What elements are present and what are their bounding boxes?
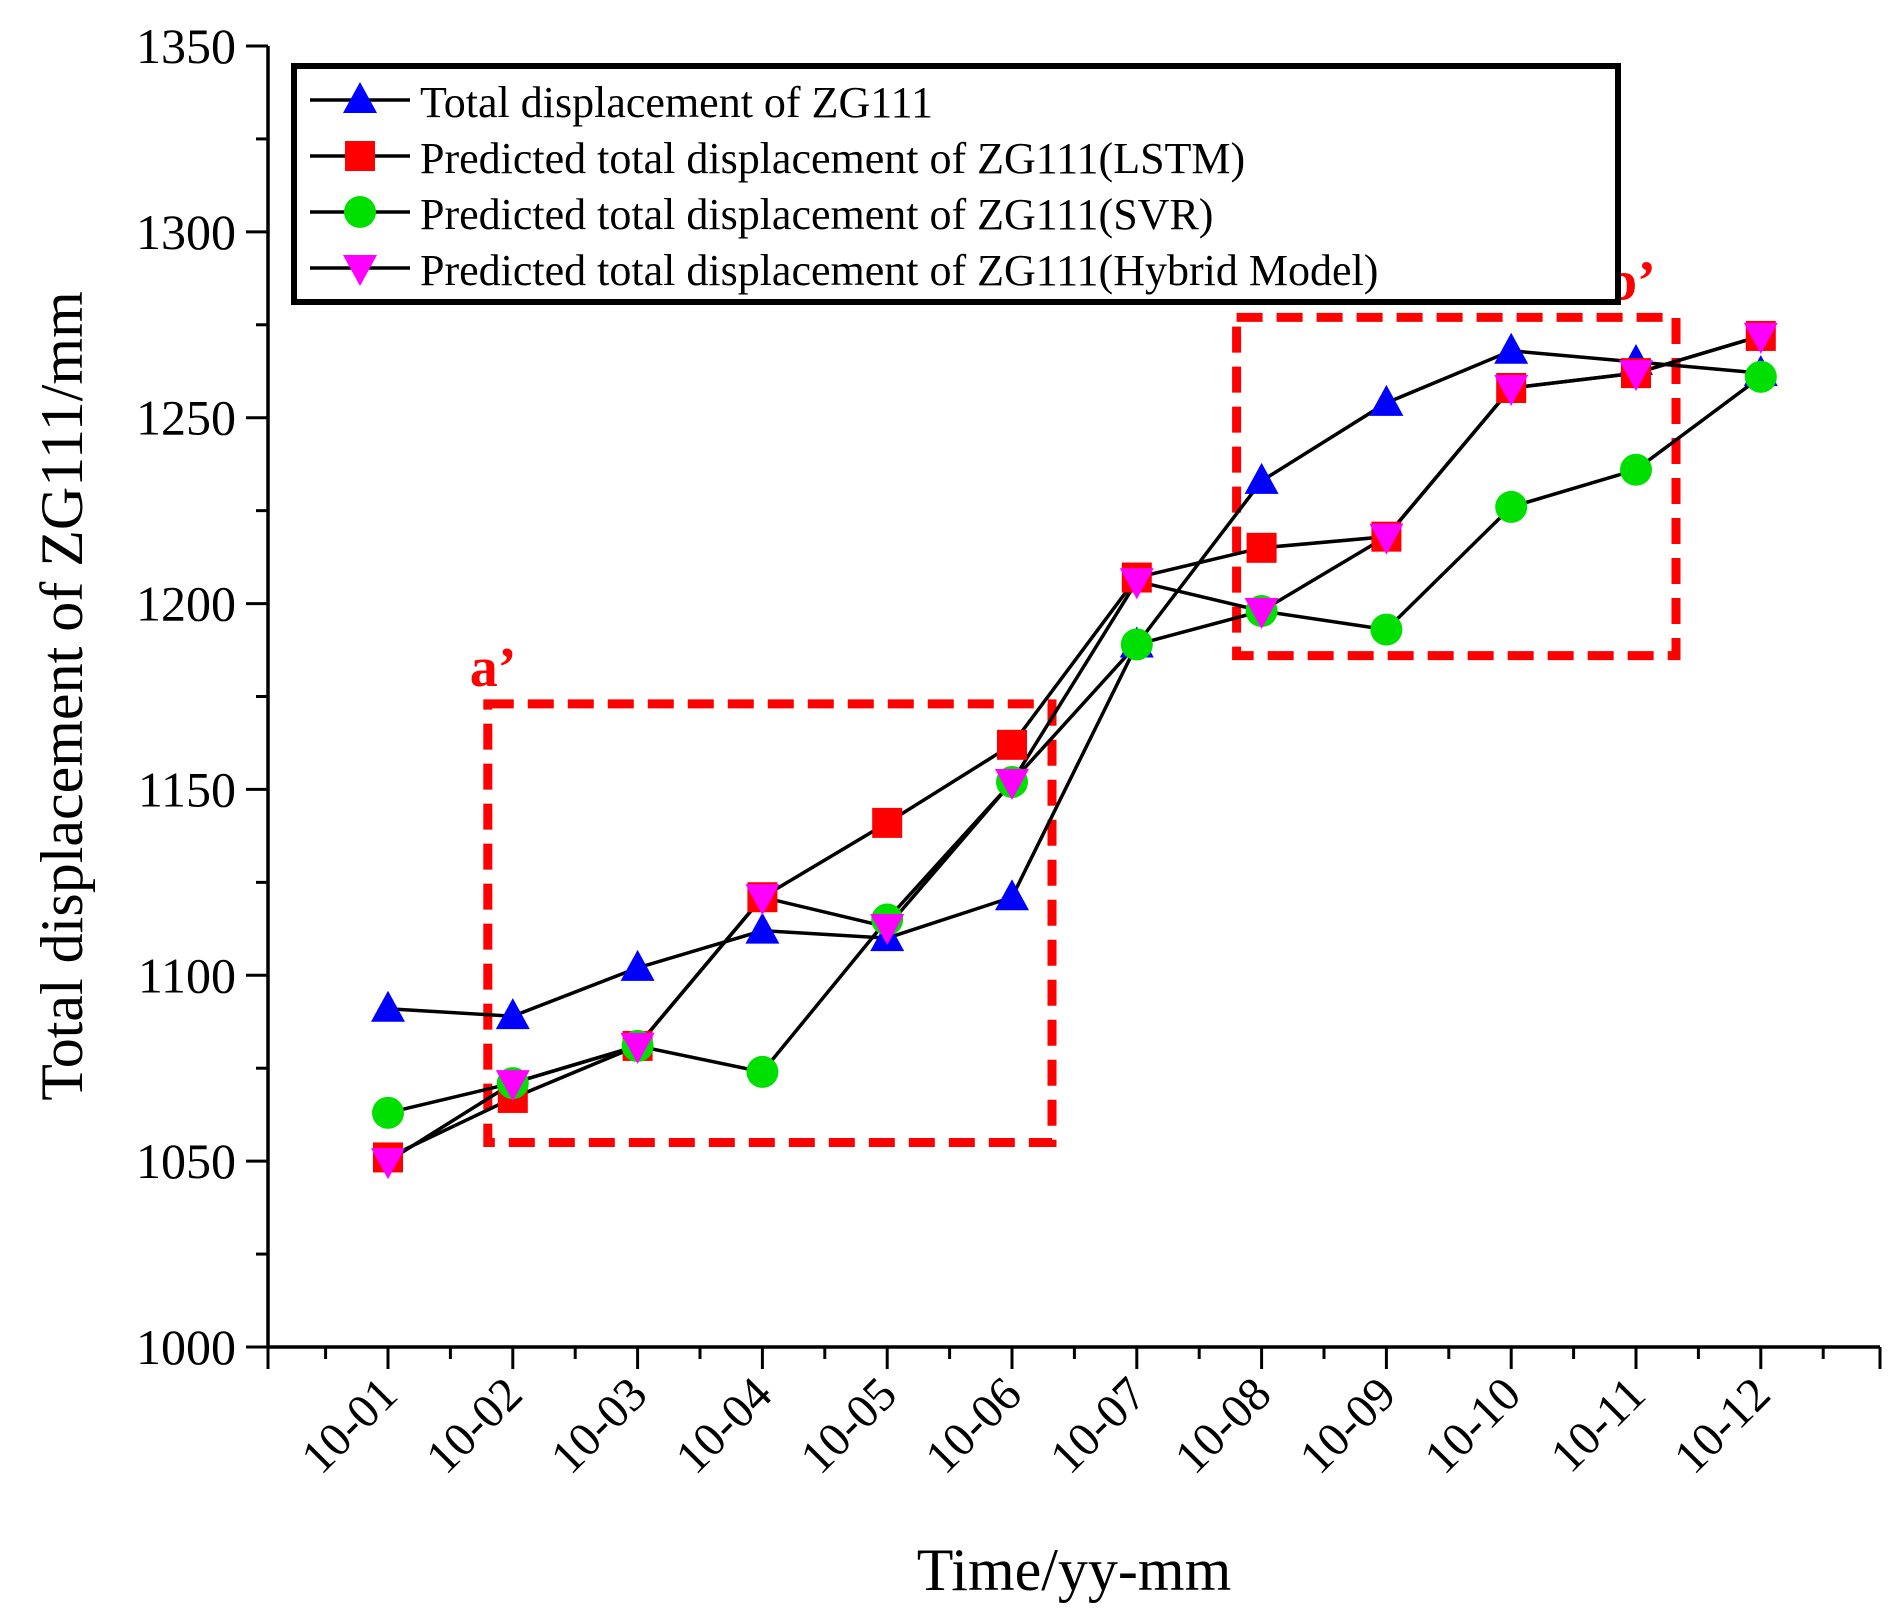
series-line-3 xyxy=(387,334,1762,1163)
data-point-series-2 xyxy=(1495,490,1528,523)
x-tick-label: 10-05 xyxy=(790,1367,907,1484)
x-tick-label: 10-01 xyxy=(291,1367,408,1484)
legend-marker xyxy=(343,82,377,113)
y-tick-label: 1050 xyxy=(136,1133,236,1189)
y-tick-label: 1200 xyxy=(136,576,236,632)
series-line-1 xyxy=(387,334,1762,1160)
legend-entry: Predicted total displacement of ZG111(LS… xyxy=(420,134,1245,183)
data-point-series-3 xyxy=(995,768,1029,800)
series xyxy=(371,320,1778,1180)
annotations: a’b’ xyxy=(470,250,1681,1148)
x-tick-label: 10-04 xyxy=(666,1367,783,1484)
y-tick-label: 1250 xyxy=(136,390,236,446)
x-axis-title: Time/yy-mm xyxy=(917,1537,1232,1603)
annotation-box xyxy=(1232,312,1681,661)
data-point-series-3 xyxy=(1119,568,1154,600)
legend-entry: Predicted total displacement of ZG111(Hy… xyxy=(420,246,1378,295)
legend-entry: Predicted total displacement of ZG111(SV… xyxy=(420,190,1213,239)
legend-marker xyxy=(343,255,377,286)
data-point-series-2 xyxy=(1744,360,1777,393)
data-point-series-0 xyxy=(995,879,1029,911)
legend-box xyxy=(291,63,1621,305)
data-point-series-1 xyxy=(997,729,1027,760)
data-point-series-2 xyxy=(1370,613,1403,646)
data-point-series-2 xyxy=(372,1096,404,1129)
data-point-series-2 xyxy=(746,1055,779,1088)
x-tick-label: 10-02 xyxy=(416,1367,533,1484)
legend-marker xyxy=(344,196,376,228)
data-point-series-3 xyxy=(1619,360,1653,392)
x-tick-label: 10-11 xyxy=(1540,1367,1655,1482)
legend-marker xyxy=(345,141,375,171)
data-point-series-0 xyxy=(1244,462,1279,494)
y-tick-label: 1100 xyxy=(138,947,236,1003)
legend-entry: Total displacement of ZG111 xyxy=(420,78,933,127)
data-point-series-1 xyxy=(1246,532,1277,563)
data-point-series-3 xyxy=(1494,374,1529,406)
y-axis-title: Total displacement of ZG111/mm xyxy=(29,291,95,1101)
data-point-series-0 xyxy=(1369,384,1404,416)
data-point-series-3 xyxy=(1244,598,1279,630)
series-line-0 xyxy=(387,349,1761,1018)
y-tick-label: 1000 xyxy=(136,1319,236,1375)
data-point-series-3 xyxy=(1743,322,1778,354)
data-point-series-3 xyxy=(870,913,905,945)
data-point-series-3 xyxy=(495,1070,530,1102)
data-point-series-0 xyxy=(745,912,780,944)
y-tick-label: 1300 xyxy=(136,204,236,260)
annotation-label: a’ xyxy=(470,637,517,699)
data-point-series-1 xyxy=(872,807,903,838)
data-point-series-0 xyxy=(371,990,405,1022)
x-tick-label: 10-09 xyxy=(1290,1367,1407,1484)
data-point-series-3 xyxy=(620,1032,655,1064)
data-point-series-2 xyxy=(1120,628,1153,661)
x-tick-label: 10-06 xyxy=(915,1367,1032,1484)
legend: Total displacement of ZG111 Predicted tot… xyxy=(291,63,1621,305)
x-tick-label: 10-08 xyxy=(1165,1367,1282,1484)
y-tick-label: 1350 xyxy=(136,18,236,74)
x-tick-label: 10-10 xyxy=(1414,1367,1531,1484)
data-point-series-2 xyxy=(1620,453,1652,486)
y-tick-label: 1150 xyxy=(138,761,236,817)
data-point-series-3 xyxy=(1369,523,1404,555)
annotation-box xyxy=(483,699,1057,1148)
x-tick-label: 10-07 xyxy=(1040,1367,1157,1484)
data-point-series-0 xyxy=(1494,332,1529,364)
data-point-series-0 xyxy=(495,998,530,1030)
x-tick-label: 10-12 xyxy=(1664,1367,1781,1484)
series-line-2 xyxy=(387,375,1762,1115)
data-point-series-3 xyxy=(745,884,780,916)
x-tick-label: 10-03 xyxy=(541,1367,658,1484)
data-point-series-0 xyxy=(620,949,655,981)
data-point-series-3 xyxy=(371,1148,405,1180)
